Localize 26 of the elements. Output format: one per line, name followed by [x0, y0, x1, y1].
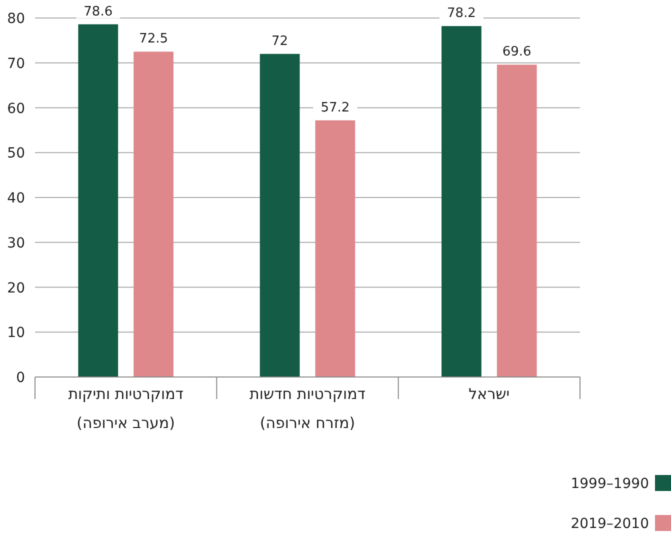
bar	[442, 26, 482, 377]
bar	[315, 120, 356, 377]
y-tick-label: 60	[7, 100, 25, 117]
bar	[496, 64, 537, 377]
data-label: 72.5	[139, 32, 168, 47]
y-tick-label: 20	[7, 280, 25, 296]
x-tick-label: דמוקרטיות ותיקות (מערב אירופה)	[68, 385, 184, 432]
data-label: 78.6	[84, 4, 113, 20]
y-tick-label: 10	[7, 325, 25, 342]
data-label: 57.2	[320, 100, 350, 116]
y-tick-label: 40	[7, 190, 25, 206]
bar	[78, 24, 118, 377]
data-label: 69.6	[502, 44, 532, 60]
y-tick-label: 70	[7, 56, 25, 72]
x-tick-label: ישראל	[468, 385, 510, 403]
bar	[260, 54, 300, 377]
data-label: 72	[272, 34, 288, 49]
legend-label: 2019–2010	[570, 516, 649, 532]
bar	[134, 52, 174, 377]
y-tick-label: 50	[7, 146, 25, 162]
data-label: 78.2	[446, 6, 476, 22]
legend-label: 1999–1990	[570, 476, 649, 492]
y-tick-label: 0	[16, 370, 25, 386]
y-tick-label: 30	[7, 235, 25, 252]
y-tick-label: 80	[7, 11, 25, 27]
x-tick-label: דמוקרטיות חדשות (מזרח אירופה)	[250, 385, 366, 432]
